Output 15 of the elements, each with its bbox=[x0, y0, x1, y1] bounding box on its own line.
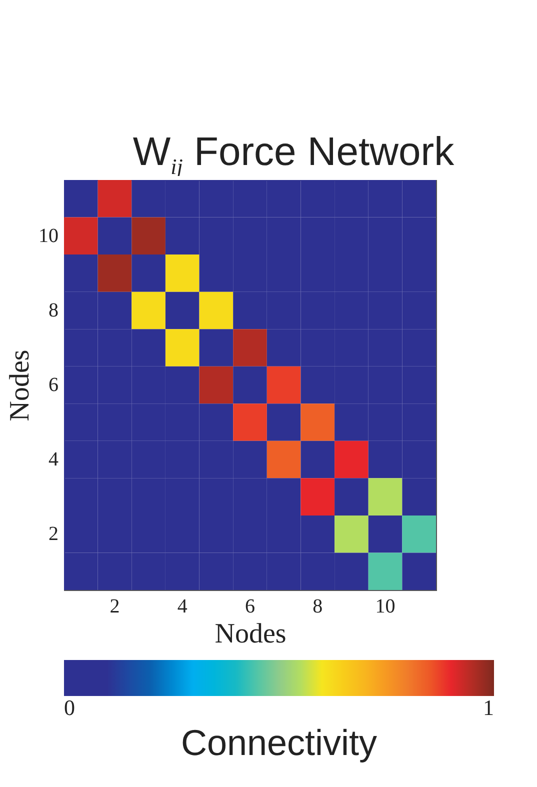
color-bar-label: 1 bbox=[483, 695, 494, 720]
color-bar-label: 0 bbox=[64, 695, 75, 720]
color-bar-title: Connectivity bbox=[180, 722, 378, 763]
y-tick-label: 10 bbox=[38, 224, 58, 247]
x-tick-label: 2 bbox=[110, 596, 120, 618]
y-tick-label: 8 bbox=[48, 299, 58, 322]
x-tick-label: 10 bbox=[375, 596, 396, 618]
x-tick-label: 6 bbox=[245, 596, 255, 618]
y-tick-label: 2 bbox=[48, 523, 58, 546]
x-tick-label: 4 bbox=[177, 596, 188, 618]
x-axis-title: Nodes bbox=[214, 618, 286, 650]
y-tick-label: 4 bbox=[48, 448, 58, 471]
x-tick-label: 8 bbox=[312, 596, 323, 618]
y-tick-label: 6 bbox=[48, 374, 58, 396]
y-axis-title: Nodes bbox=[4, 350, 36, 422]
